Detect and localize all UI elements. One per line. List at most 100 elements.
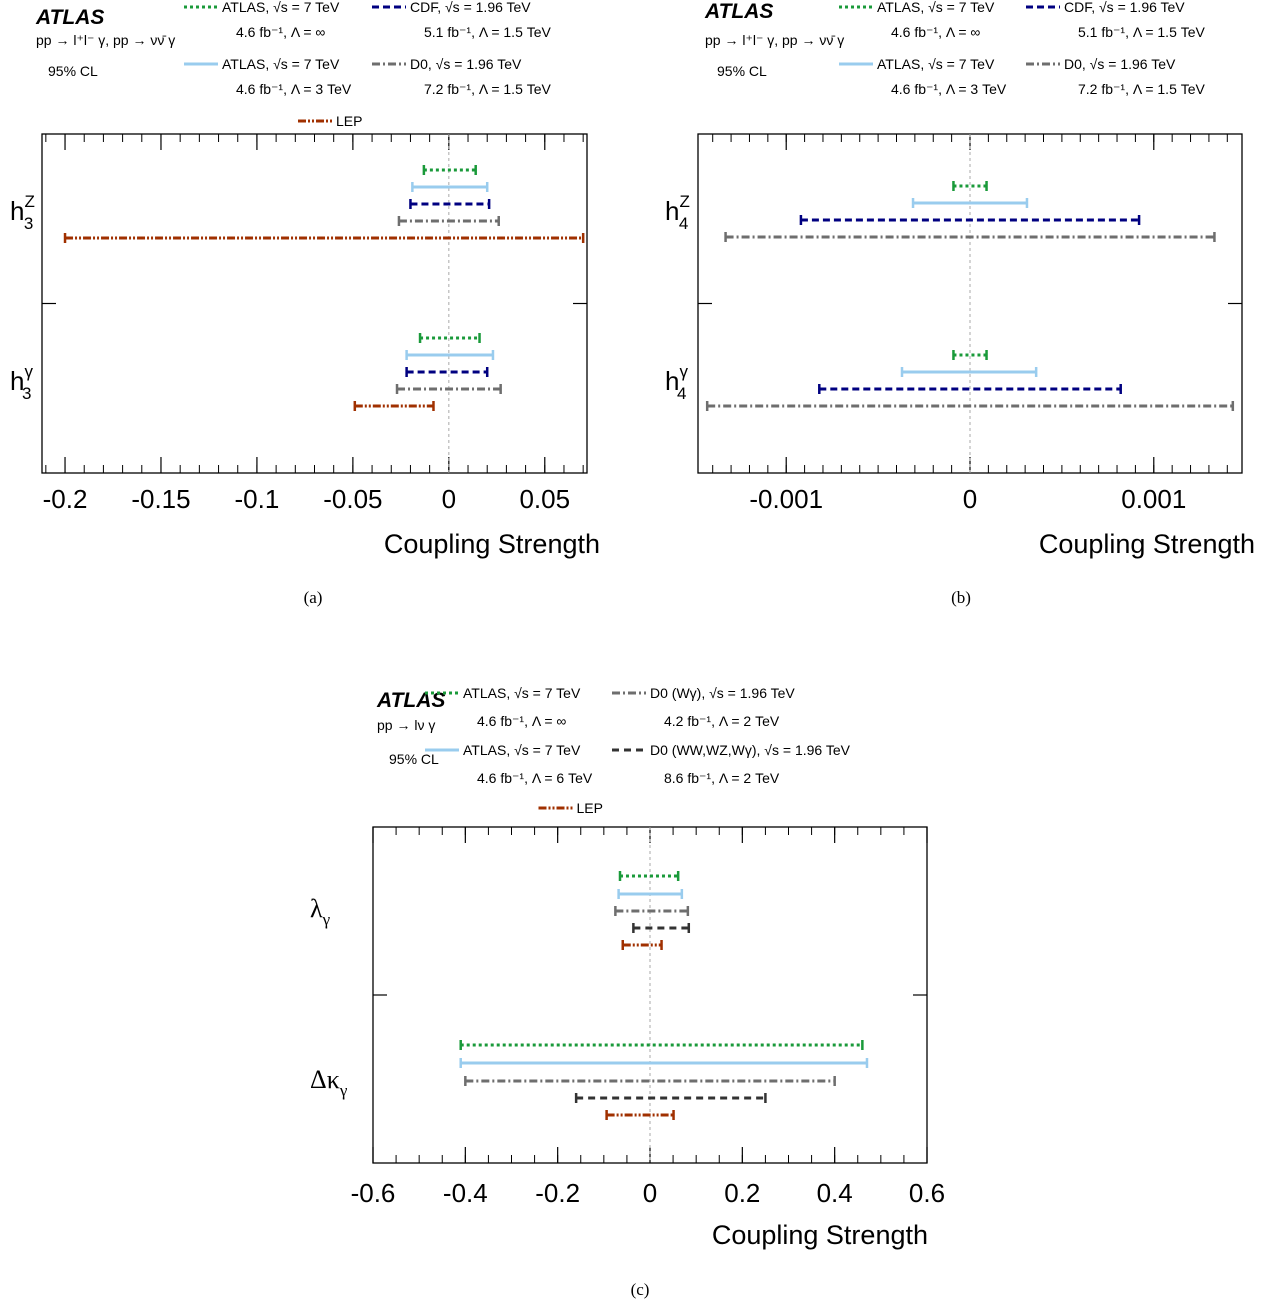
legend-entry: ATLAS, √s = 7 TeV 4.6 fb⁻¹, Λ = 3 TeV: [839, 56, 1007, 97]
plot-frame: [41, 133, 588, 474]
x-tick-label: -0.001: [749, 484, 823, 514]
coupling-symbol: h: [665, 366, 679, 396]
coupling-superscript: γ: [24, 362, 33, 381]
confidence-level-label: 95% CL: [717, 63, 767, 79]
legend-line1: CDF, √s = 1.96 TeV: [1064, 0, 1185, 15]
subfigure-caption: (a): [304, 588, 323, 607]
process-label: pp → l⁺l⁻ γ, pp → νν̄ γ: [705, 32, 844, 48]
legend-line1: ATLAS, √s = 7 TeV: [463, 685, 581, 701]
legend-entry: ATLAS, √s = 7 TeV 4.6 fb⁻¹, Λ = ∞: [184, 0, 340, 40]
legend-entry: CDF, √s = 1.96 TeV 5.1 fb⁻¹, Λ = 1.5 TeV: [372, 0, 552, 40]
coupling-label: hγ 4: [665, 362, 688, 403]
x-tick-label: 0.001: [1121, 484, 1186, 514]
process-label: pp → lν γ: [377, 717, 435, 733]
legend-entry: ATLAS, √s = 7 TeV 4.6 fb⁻¹, Λ = 3 TeV: [184, 56, 352, 97]
coupling-subscript: 4: [679, 214, 688, 233]
legend-entry: ATLAS, √s = 7 TeV 4.6 fb⁻¹, Λ = ∞: [839, 0, 995, 40]
legend-entry: CDF, √s = 1.96 TeV 5.1 fb⁻¹, Λ = 1.5 TeV: [1026, 0, 1206, 40]
confidence-level-label: 95% CL: [48, 63, 98, 79]
x-tick-label: 0: [643, 1178, 657, 1208]
legend-entry: ATLAS, √s = 7 TeV 4.6 fb⁻¹, Λ = 6 TeV: [425, 742, 593, 786]
coupling-superscript: γ: [679, 362, 688, 381]
confidence-level-label: 95% CL: [389, 751, 439, 767]
legend-line1: D0, √s = 1.96 TeV: [1064, 56, 1176, 72]
coupling-group: hγ 3: [10, 333, 502, 411]
coupling-subscript: 3: [24, 214, 33, 233]
coupling-subscript: γ: [322, 910, 331, 929]
atlas-label: ATLAS: [704, 0, 773, 23]
coupling-subscript: γ: [339, 1081, 348, 1100]
coupling-superscript: Z: [24, 192, 34, 211]
x-tick-label: 0: [963, 484, 977, 514]
x-tick-label: 0: [442, 484, 456, 514]
coupling-symbol: h: [665, 196, 679, 226]
process-label: pp → l⁺l⁻ γ, pp → νν̄ γ: [36, 32, 175, 48]
coupling-label: Δκγ: [310, 1065, 348, 1100]
coupling-group: hZ 4: [665, 181, 1216, 242]
coupling-symbol: h: [10, 196, 24, 226]
legend-line2: 4.6 fb⁻¹, Λ = ∞: [891, 24, 980, 40]
coupling-group: λγ: [310, 871, 691, 950]
coupling-label: hγ 3: [10, 362, 33, 403]
legend-line1: ATLAS, √s = 7 TeV: [463, 742, 581, 758]
x-axis-label: Coupling Strength: [384, 529, 600, 559]
legend-entry: D0 (WW,WZ,Wγ), √s = 1.96 TeV 8.6 fb⁻¹, Λ …: [612, 742, 851, 786]
x-tick-label: 0.6: [909, 1178, 945, 1208]
x-tick-label: 0.2: [724, 1178, 760, 1208]
x-tick-label: -0.05: [323, 484, 382, 514]
coupling-group: hγ 4: [665, 350, 1235, 411]
coupling-group: hZ 3: [10, 165, 585, 243]
legend-line1: LEP: [336, 113, 362, 129]
legend-entry: ATLAS, √s = 7 TeV 4.6 fb⁻¹, Λ = ∞: [425, 685, 581, 729]
subfigure-caption: (b): [951, 588, 971, 607]
legend-entry: D0 (Wγ), √s = 1.96 TeV 4.2 fb⁻¹, Λ = 2 Te…: [612, 685, 795, 729]
coupling-subscript: 3: [22, 384, 31, 403]
legend-line2: 4.6 fb⁻¹, Λ = ∞: [477, 713, 566, 729]
legend-line1: D0 (WW,WZ,Wγ), √s = 1.96 TeV: [650, 742, 851, 758]
coupling-group: Δκγ: [310, 1040, 869, 1120]
coupling-subscript: 4: [677, 384, 686, 403]
legend-line2: 4.6 fb⁻¹, Λ = ∞: [236, 24, 325, 40]
legend-line1: LEP: [577, 800, 603, 816]
coupling-label: λγ: [310, 894, 331, 929]
x-tick-label: -0.6: [351, 1178, 396, 1208]
legend-line2: 5.1 fb⁻¹, Λ = 1.5 TeV: [424, 24, 552, 40]
x-axis-label: Coupling Strength: [1039, 529, 1255, 559]
legend-line2: 4.6 fb⁻¹, Λ = 6 TeV: [477, 770, 593, 786]
coupling-label: hZ 4: [665, 192, 690, 233]
atlas-label: ATLAS: [35, 6, 104, 29]
x-tick-label: 0.4: [817, 1178, 853, 1208]
x-tick-label: -0.2: [535, 1178, 580, 1208]
x-tick-label: -0.4: [443, 1178, 488, 1208]
x-axis-label: Coupling Strength: [712, 1220, 928, 1250]
x-tick-label: 0.05: [519, 484, 570, 514]
legend-entry: D0, √s = 1.96 TeV 7.2 fb⁻¹, Λ = 1.5 TeV: [372, 56, 552, 97]
legend-line1: ATLAS, √s = 7 TeV: [222, 0, 340, 15]
legend-line1: ATLAS, √s = 7 TeV: [222, 56, 340, 72]
legend-line2: 4.2 fb⁻¹, Λ = 2 TeV: [664, 713, 780, 729]
coupling-superscript: Z: [679, 192, 689, 211]
atlas-label: ATLAS: [376, 689, 445, 712]
coupling-symbol: h: [10, 366, 24, 396]
legend-line1: CDF, √s = 1.96 TeV: [410, 0, 531, 15]
coupling-symbol: Δκ: [310, 1065, 340, 1094]
legend-line2: 7.2 fb⁻¹, Λ = 1.5 TeV: [424, 81, 552, 97]
subfigure-caption: (c): [631, 1280, 650, 1299]
legend-line2: 4.6 fb⁻¹, Λ = 3 TeV: [236, 81, 352, 97]
legend-entry: LEP: [538, 800, 603, 816]
x-tick-label: -0.1: [235, 484, 280, 514]
legend-line2: 7.2 fb⁻¹, Λ = 1.5 TeV: [1078, 81, 1206, 97]
legend-line1: D0 (Wγ), √s = 1.96 TeV: [650, 685, 795, 701]
legend-line2: 4.6 fb⁻¹, Λ = 3 TeV: [891, 81, 1007, 97]
legend-line1: ATLAS, √s = 7 TeV: [877, 56, 995, 72]
legend-entry: LEP: [298, 113, 362, 129]
coupling-label: hZ 3: [10, 192, 35, 233]
coupling-symbol: λ: [310, 894, 323, 923]
legend-line2: 5.1 fb⁻¹, Λ = 1.5 TeV: [1078, 24, 1206, 40]
legend-line1: ATLAS, √s = 7 TeV: [877, 0, 995, 15]
legend-entry: D0, √s = 1.96 TeV 7.2 fb⁻¹, Λ = 1.5 TeV: [1026, 56, 1206, 97]
